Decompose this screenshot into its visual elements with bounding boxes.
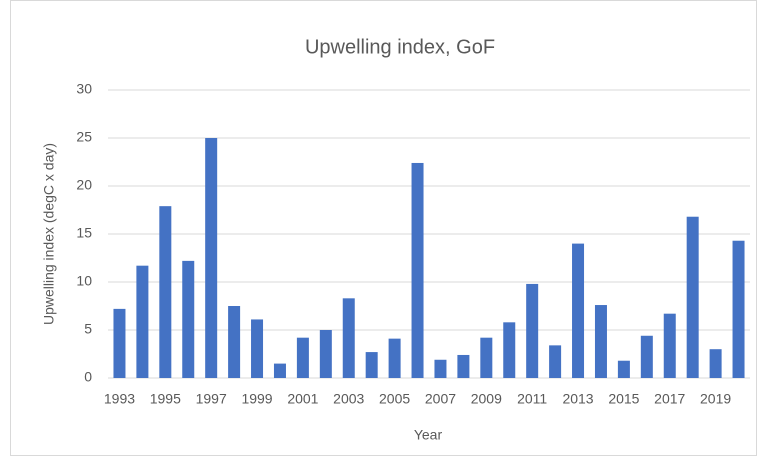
y-axis-label: Upwelling index (degC x day) xyxy=(41,143,57,325)
bar xyxy=(594,305,607,378)
x-tick-label: 1993 xyxy=(104,391,135,407)
x-tick-label: 2013 xyxy=(562,391,593,407)
x-tick-label: 2011 xyxy=(517,391,547,407)
bar xyxy=(434,359,447,378)
bar xyxy=(663,313,676,378)
bar xyxy=(296,337,309,378)
y-tick-label: 5 xyxy=(84,321,92,337)
x-tick-label: 1997 xyxy=(196,391,227,407)
bar xyxy=(503,322,516,378)
bar xyxy=(388,338,401,378)
bar xyxy=(686,216,699,378)
y-tick-label: 0 xyxy=(84,369,92,385)
y-tick-label: 15 xyxy=(76,225,92,241)
bar xyxy=(319,330,332,378)
x-tick-label: 2003 xyxy=(333,391,364,407)
bar xyxy=(251,319,264,378)
y-tick-label: 10 xyxy=(76,273,92,289)
bar xyxy=(205,138,218,378)
bar xyxy=(480,337,493,378)
bar xyxy=(526,283,539,378)
bar xyxy=(113,308,126,378)
x-tick-label: 1999 xyxy=(241,391,272,407)
x-tick-label: 2005 xyxy=(379,391,410,407)
bar xyxy=(159,206,172,378)
bar xyxy=(136,265,149,378)
y-tick-label: 30 xyxy=(76,81,92,97)
y-tick-label: 25 xyxy=(76,129,92,145)
bar xyxy=(709,349,722,378)
bar xyxy=(640,335,653,378)
x-tick-label: 2019 xyxy=(700,391,731,407)
bar xyxy=(342,298,355,378)
bar xyxy=(365,352,378,378)
bar xyxy=(572,243,585,378)
bar xyxy=(228,306,241,378)
x-tick-label: 1995 xyxy=(150,391,181,407)
bar xyxy=(732,240,745,378)
x-tick-label: 2001 xyxy=(287,391,318,407)
x-tick-label: 2017 xyxy=(654,391,685,407)
x-tick-label: 2015 xyxy=(608,391,639,407)
x-tick-label: 2009 xyxy=(471,391,502,407)
x-tick-label: 2007 xyxy=(425,391,456,407)
bar xyxy=(617,360,630,378)
chart-title: Upwelling index, GoF xyxy=(305,36,495,58)
bar xyxy=(182,260,195,378)
x-axis-label: Year xyxy=(414,427,443,443)
bar xyxy=(411,162,424,378)
bar xyxy=(549,345,562,378)
y-tick-label: 20 xyxy=(76,177,92,193)
bar xyxy=(273,363,286,378)
bar xyxy=(457,354,470,378)
chart-border xyxy=(10,0,757,456)
